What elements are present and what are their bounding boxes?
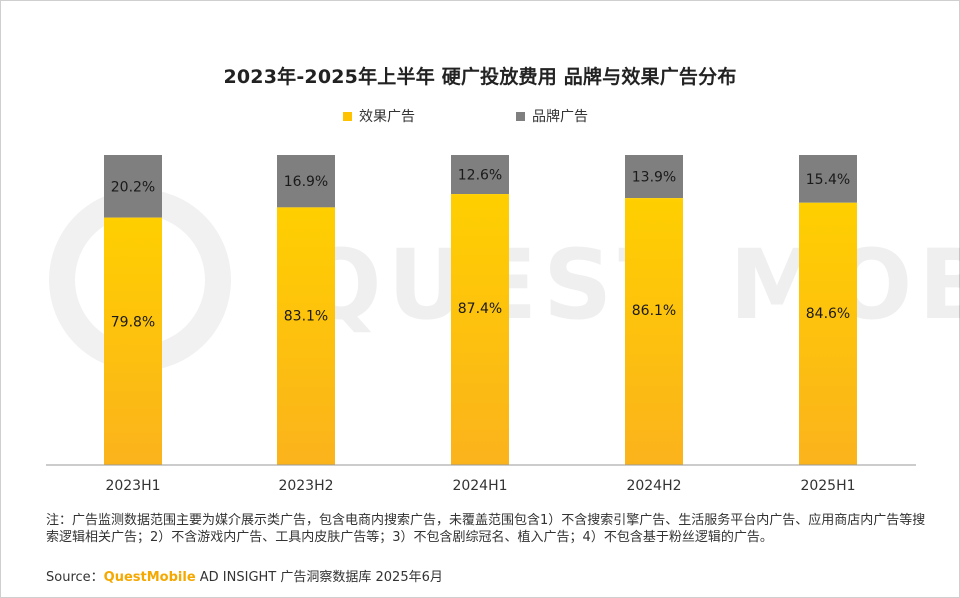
bar-brand-2025H1 xyxy=(799,155,857,203)
legend-item-brand: 品牌广告 xyxy=(516,106,588,126)
legend-swatch-effect xyxy=(343,111,352,121)
bar-brand-2024H2 xyxy=(625,155,683,199)
x-tick-label-2023H2: 2023H2 xyxy=(278,478,333,494)
legend-item-effect: 效果广告 xyxy=(343,106,415,126)
chart-title: 2023年-2025年上半年 硬广投放费用 品牌与效果广告分布 xyxy=(223,66,737,88)
data-label-brand-2023H2: 16.9% xyxy=(284,174,328,190)
data-label-brand-2025H1: 15.4% xyxy=(806,172,850,188)
source-suffix: AD INSIGHT 广告洞察数据库 2025年6月 xyxy=(195,570,443,585)
bar-effect-2025H1 xyxy=(799,202,857,466)
data-label-effect-2024H2: 86.1% xyxy=(632,303,676,319)
x-tick-label-2025H1: 2025H1 xyxy=(800,478,855,494)
chart-legend: 效果广告 品牌广告 xyxy=(0,106,960,126)
x-tick-label-2024H2: 2024H2 xyxy=(626,478,681,494)
data-label-effect-2023H2: 83.1% xyxy=(284,309,328,325)
x-tick-label-2024H1: 2024H1 xyxy=(452,478,507,494)
legend-label-effect: 效果广告 xyxy=(359,109,415,125)
data-label-effect-2023H1: 79.8% xyxy=(111,315,155,331)
bar-brand-2023H1 xyxy=(104,155,162,218)
data-label-brand-2023H1: 20.2% xyxy=(111,179,155,195)
bar-effect-2023H1 xyxy=(104,217,162,465)
legend-label-brand: 品牌广告 xyxy=(532,109,588,125)
source-brand: QuestMobile xyxy=(103,570,196,585)
data-label-brand-2024H1: 12.6% xyxy=(458,168,502,184)
bar-effect-2024H2 xyxy=(625,198,683,465)
bar-effect-2023H2 xyxy=(277,207,335,465)
bar-effect-2024H1 xyxy=(451,194,509,465)
x-tick-label-2023H1: 2023H1 xyxy=(105,478,160,494)
data-label-brand-2024H2: 13.9% xyxy=(632,170,676,186)
source-prefix: Source： xyxy=(46,570,104,585)
data-label-effect-2024H1: 87.4% xyxy=(458,301,502,317)
legend-swatch-brand xyxy=(516,111,525,121)
bar-brand-2023H2 xyxy=(277,155,335,208)
data-label-effect-2025H1: 84.6% xyxy=(806,306,850,322)
footnote: 注：广告监测数据范围主要为媒介展示类广告，包含电商内搜索广告，未覆盖范围包含1）… xyxy=(46,513,926,545)
bar-brand-2024H1 xyxy=(451,155,509,195)
source-line: Source：QuestMobile AD INSIGHT 广告洞察数据库 20… xyxy=(46,566,443,585)
